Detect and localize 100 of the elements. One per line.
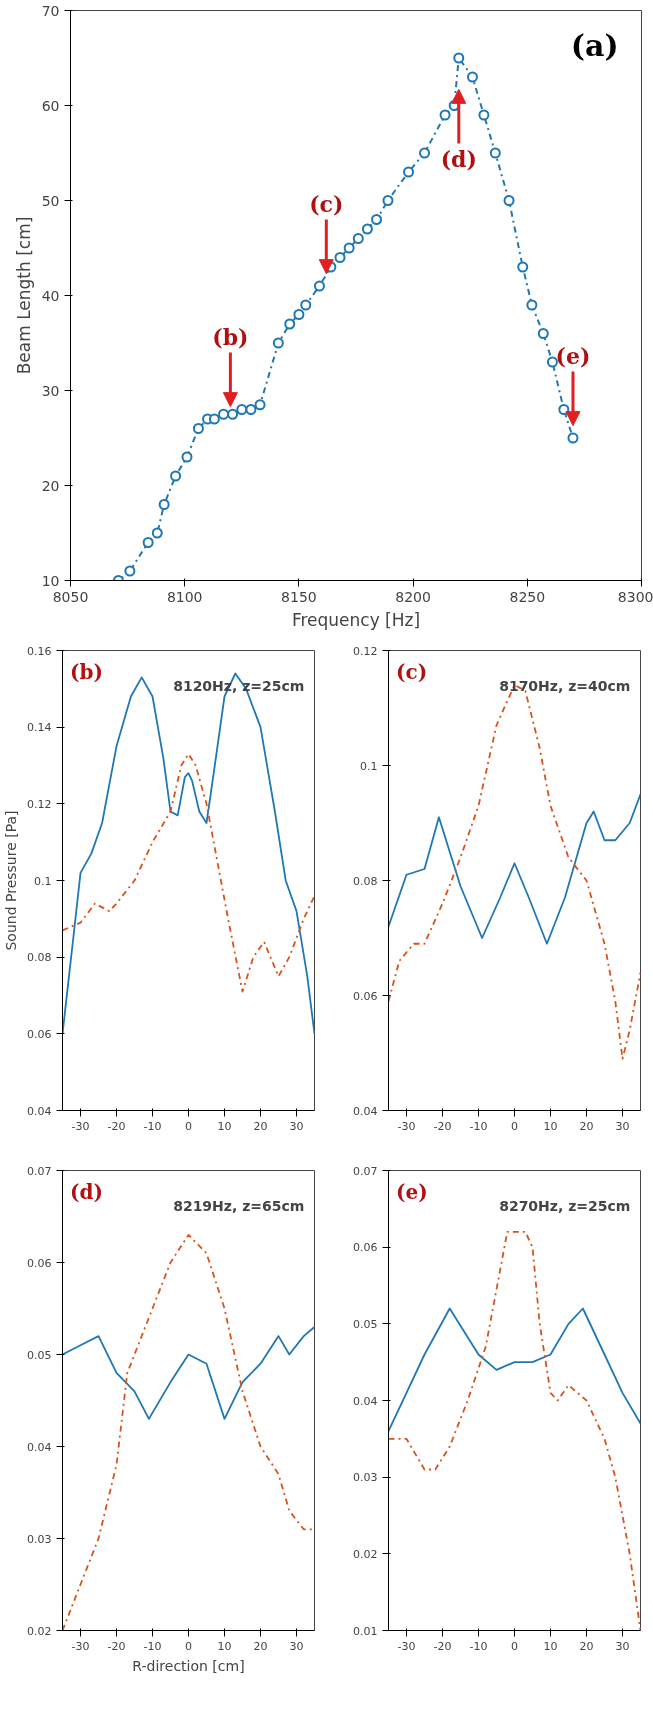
x-tick-label: 30: [289, 1639, 304, 1653]
y-tick-label: 0.08: [353, 874, 378, 888]
y-tick-label: 0.12: [27, 797, 52, 811]
annotation: (c): [309, 190, 344, 217]
x-tick-label: 10: [543, 1639, 558, 1653]
x-tick-label: 20: [579, 1119, 594, 1133]
x-tick-label: 8100: [166, 588, 203, 605]
y-tick-label: 0.01: [353, 1624, 378, 1638]
point: [272, 337, 284, 349]
x-tick-label: 30: [289, 1119, 304, 1133]
y-tick-label: 10: [41, 572, 60, 589]
x-tick-label: 20: [253, 1119, 268, 1133]
x-tick-label: -20: [433, 1119, 452, 1133]
x-axis-title: Frequency [Hz]: [291, 609, 421, 630]
x-axis-title: R-direction [cm]: [132, 1657, 245, 1674]
y-tick-label: 0.06: [353, 989, 378, 1003]
x-tick-label: 20: [253, 1639, 268, 1653]
y-tick-label: 0.02: [27, 1624, 52, 1638]
y-tick-label: 0.14: [27, 721, 52, 735]
point: [236, 404, 248, 415]
y-tick-label: 70: [41, 2, 60, 19]
x-tick-label: -10: [469, 1119, 488, 1133]
point: [419, 147, 431, 159]
x-tick-label: 10: [217, 1119, 232, 1133]
point: [254, 399, 266, 411]
point: [439, 109, 451, 121]
y-tick-label: 0.07: [353, 1164, 378, 1178]
y-tick-label: 0.16: [27, 644, 52, 658]
x-tick-label: 20: [579, 1639, 594, 1653]
point: [403, 166, 415, 178]
point: [361, 223, 373, 235]
y-tick-label: 0.06: [27, 1027, 52, 1041]
point: [478, 109, 490, 121]
point: [334, 252, 346, 263]
y-tick-label: 60: [41, 97, 60, 114]
annotation: (c): [396, 659, 428, 684]
x-tick-label: 8200: [395, 588, 431, 605]
y-tick-label: 0.05: [27, 1348, 52, 1362]
y-tick-label: 0.03: [353, 1471, 378, 1485]
y-tick-label: 0.06: [27, 1256, 52, 1270]
point: [503, 195, 515, 206]
point: [192, 423, 204, 434]
point: [558, 404, 570, 415]
x-tick-label: 0: [185, 1639, 192, 1653]
x-tick-label: 0: [511, 1639, 518, 1653]
point: [142, 537, 154, 548]
y-tick-label: 0.1: [34, 874, 52, 888]
annotation: (a): [570, 27, 619, 63]
point: [284, 318, 296, 330]
x-tick-label: -30: [397, 1639, 416, 1653]
y-tick-label: 0.05: [353, 1317, 378, 1331]
annotation: (b): [70, 659, 103, 684]
annotation: (d): [440, 146, 477, 173]
y-tick-label: 0.07: [27, 1164, 52, 1178]
y-tick-label: 0.04: [27, 1440, 52, 1454]
point: [371, 214, 383, 225]
text: 8170Hz, z=40cm: [499, 678, 631, 695]
y-tick-label: 0.04: [27, 1104, 52, 1118]
point: [466, 71, 478, 83]
annotation: (d): [70, 1179, 103, 1204]
y-tick-label: 0.1: [360, 759, 378, 773]
x-tick-label: 10: [543, 1119, 558, 1133]
point: [567, 432, 579, 444]
x-tick-label: 8050: [52, 588, 89, 605]
y-axis-title: Sound Pressure [Pa]: [3, 810, 20, 951]
point: [245, 404, 257, 415]
point: [526, 299, 538, 311]
point: [489, 147, 501, 159]
annotation: (e): [555, 342, 591, 369]
point: [343, 242, 355, 254]
x-tick-label: 10: [217, 1639, 232, 1653]
text: 8219Hz, z=65cm: [173, 1198, 305, 1215]
x-tick-label: 0: [185, 1119, 192, 1133]
point: [158, 499, 170, 510]
y-tick-label: 0.04: [353, 1394, 378, 1408]
annotation: (e): [396, 1179, 428, 1204]
point: [546, 356, 558, 368]
point: [208, 413, 220, 425]
y-tick-label: 0.04: [353, 1104, 378, 1118]
y-tick-label: 30: [41, 382, 60, 399]
y-tick-label: 0.08: [27, 951, 52, 965]
point: [382, 195, 394, 206]
x-tick-label: -20: [433, 1639, 452, 1653]
x-tick-label: 30: [615, 1639, 630, 1653]
annotation: (b): [212, 323, 249, 350]
x-tick-label: -30: [71, 1639, 90, 1653]
x-tick-label: -10: [143, 1639, 162, 1653]
x-tick-label: -30: [71, 1119, 90, 1133]
x-tick-label: 30: [615, 1119, 630, 1133]
point: [124, 565, 136, 577]
point: [300, 299, 312, 311]
x-tick-label: -30: [397, 1119, 416, 1133]
x-tick-label: -20: [107, 1639, 126, 1653]
y-tick-label: 0.12: [353, 644, 378, 658]
point: [313, 280, 325, 292]
x-tick-label: 8250: [509, 588, 546, 605]
point: [181, 451, 193, 463]
point: [517, 261, 529, 273]
x-tick-label: 0: [511, 1119, 518, 1133]
point: [453, 52, 465, 64]
